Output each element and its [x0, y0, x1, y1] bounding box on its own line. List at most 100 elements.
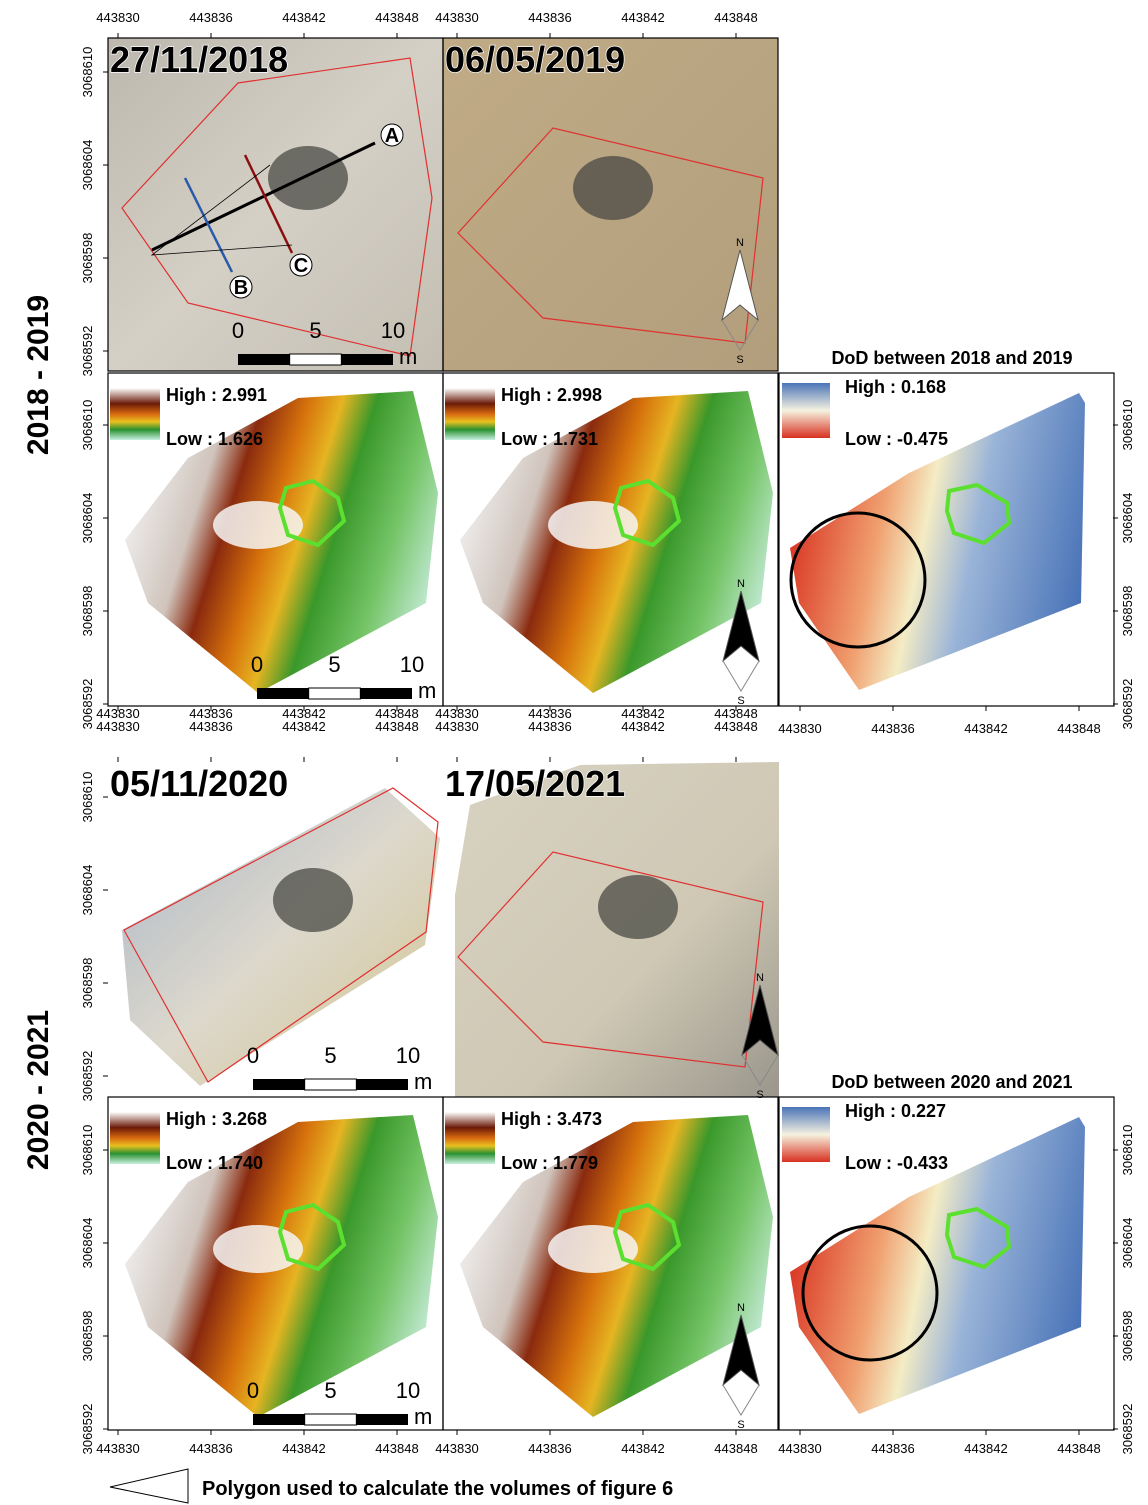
- legend-swatch: [110, 1112, 160, 1164]
- dod-title: DoD between 2018 and 2019: [831, 348, 1072, 368]
- x-tick-label: 443842: [621, 1441, 664, 1456]
- scale-bar-unit: m: [418, 678, 436, 703]
- scale-bar-label: 10: [400, 652, 424, 677]
- y-tick-label: 3068598: [80, 958, 95, 1009]
- y-tick-label: 3068592: [1120, 679, 1135, 730]
- south-label: S: [756, 1089, 763, 1101]
- x-tick-label: 443842: [964, 721, 1007, 736]
- y-tick-label: 3068610: [1120, 400, 1135, 451]
- scale-bar-segment: [309, 688, 361, 699]
- x-tick-label: 443842: [621, 719, 664, 734]
- dem-summit: [213, 501, 303, 549]
- north-label: N: [737, 1302, 745, 1314]
- legend-text: Polygon used to calculate the volumes of…: [202, 1478, 673, 1500]
- legend-high: High : 3.268: [166, 1109, 267, 1129]
- legend-low: Low : 1.779: [501, 1153, 598, 1173]
- dem-summit: [548, 501, 638, 549]
- scale-bar-segment: [253, 1079, 305, 1090]
- legend-high: High : 2.998: [501, 385, 602, 405]
- legend-swatch: [782, 1107, 830, 1162]
- scale-bar-unit: m: [414, 1069, 432, 1094]
- legend-high: High : 3.473: [501, 1109, 602, 1129]
- x-tick-label: 443848: [714, 10, 757, 25]
- south-label: S: [736, 354, 743, 366]
- boulder: [573, 156, 653, 220]
- legend-swatch: [782, 383, 830, 438]
- x-tick-label: 443830: [96, 719, 139, 734]
- scale-bar-segment: [356, 1079, 408, 1090]
- dem-summit: [213, 1225, 303, 1273]
- y-tick-label: 3068598: [1120, 1311, 1135, 1362]
- survey-date: 06/05/2019: [445, 39, 625, 80]
- y-tick-label: 3068604: [1120, 493, 1135, 544]
- y-tick-label: 3068604: [1120, 1218, 1135, 1269]
- y-tick-label: 3068604: [80, 865, 95, 916]
- period-label: 2020 - 2021: [22, 1010, 55, 1170]
- y-tick-label: 3068592: [80, 326, 95, 377]
- dod-title: DoD between 2020 and 2021: [831, 1072, 1072, 1092]
- scale-bar-label: 0: [247, 1043, 259, 1068]
- south-label: S: [737, 1419, 744, 1431]
- scale-bar-label: 10: [381, 318, 405, 343]
- scale-bar-label: 0: [232, 318, 244, 343]
- y-tick-label: 3068604: [80, 140, 95, 191]
- legend-low: Low : -0.433: [845, 1153, 948, 1173]
- x-tick-label: 443842: [282, 719, 325, 734]
- x-tick-label: 443830: [778, 1441, 821, 1456]
- x-tick-label: 443848: [1057, 1441, 1100, 1456]
- x-tick-label: 443842: [282, 10, 325, 25]
- y-tick-label: 3068592: [80, 1404, 95, 1455]
- scale-bar-segment: [360, 688, 412, 699]
- scale-bar-unit: m: [399, 344, 417, 369]
- scale-bar-segment: [305, 1414, 357, 1425]
- x-tick-label: 443848: [375, 10, 418, 25]
- x-tick-label: 443836: [189, 10, 232, 25]
- boulder: [273, 868, 353, 932]
- profile-label: C: [294, 255, 308, 277]
- boulder: [598, 875, 678, 939]
- y-tick-label: 3068610: [80, 1125, 95, 1176]
- x-tick-label: 443836: [528, 10, 571, 25]
- x-tick-label: 443836: [189, 719, 232, 734]
- x-tick-label: 443836: [189, 1441, 232, 1456]
- profile-label: B: [234, 277, 248, 299]
- profile-label: A: [385, 125, 399, 147]
- scale-bar-segment: [290, 354, 342, 365]
- dem-summit: [548, 1225, 638, 1273]
- legend-high: High : 2.991: [166, 385, 267, 405]
- x-tick-label: 443848: [1057, 721, 1100, 736]
- boulder: [268, 146, 348, 210]
- y-tick-label: 3068610: [1120, 1125, 1135, 1176]
- north-label: N: [737, 578, 745, 590]
- legend-swatch: [445, 388, 495, 440]
- scale-bar-segment: [341, 354, 393, 365]
- x-tick-label: 443836: [528, 719, 571, 734]
- y-tick-label: 3068598: [80, 1311, 95, 1362]
- x-tick-label: 443848: [714, 719, 757, 734]
- north-label: N: [736, 237, 744, 249]
- x-tick-label: 443830: [435, 1441, 478, 1456]
- scale-bar-label: 5: [328, 652, 340, 677]
- y-tick-label: 3068610: [80, 400, 95, 451]
- legend-high: High : 0.168: [845, 377, 946, 397]
- x-tick-label: 443836: [871, 721, 914, 736]
- y-tick-label: 3068598: [1120, 586, 1135, 637]
- legend-high: High : 0.227: [845, 1101, 946, 1121]
- x-tick-label: 443842: [621, 10, 664, 25]
- period-label: 2018 - 2019: [22, 295, 55, 455]
- figure: 27/11/2018ABC0510m06/05/2019NSHigh : 2.9…: [0, 0, 1148, 1505]
- y-tick-label: 3068598: [80, 586, 95, 637]
- x-tick-label: 443842: [964, 1441, 1007, 1456]
- legend-low: Low : -0.475: [845, 429, 948, 449]
- scale-bar-segment: [305, 1079, 357, 1090]
- legend-low: Low : 1.731: [501, 429, 598, 449]
- y-tick-label: 3068598: [80, 233, 95, 284]
- north-label: N: [756, 972, 764, 984]
- x-tick-label: 443848: [375, 719, 418, 734]
- scale-bar-label: 5: [324, 1378, 336, 1403]
- legend-low: Low : 1.740: [166, 1153, 263, 1173]
- y-tick-label: 3068610: [80, 47, 95, 98]
- survey-date: 05/11/2020: [110, 763, 288, 804]
- scale-bar-label: 5: [324, 1043, 336, 1068]
- scale-bar-segment: [253, 1414, 305, 1425]
